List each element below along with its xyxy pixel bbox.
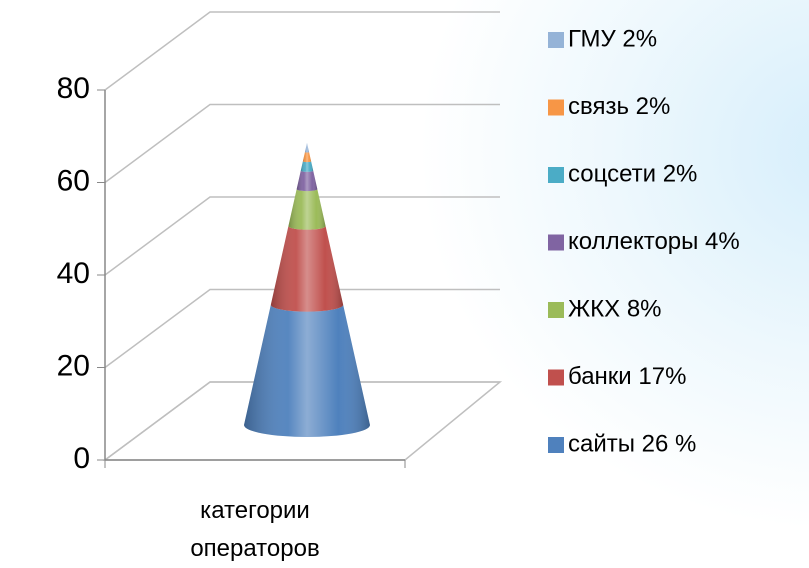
legend-swatch: [548, 32, 564, 48]
legend-label: банки 17%: [568, 363, 686, 390]
y-tick-label: 20: [57, 349, 90, 382]
y-tick-label: 40: [57, 257, 90, 290]
legend-swatch: [548, 234, 564, 251]
cone-shade: [296, 170, 318, 192]
x-tick-label: категории операторов: [190, 497, 320, 562]
grid-line: [104, 11, 500, 91]
legend-label: связь 2%: [568, 93, 670, 120]
grid-line: [104, 288, 500, 369]
legend-label: соцсети 2%: [568, 160, 697, 187]
cone-shade: [302, 152, 312, 163]
y-tick-label: 80: [57, 72, 90, 105]
cone-shade: [300, 161, 314, 172]
legend-label: сайты 26 %: [568, 430, 696, 457]
grid-line: [104, 381, 500, 461]
legend-swatch: [548, 99, 564, 116]
cone-shade: [244, 304, 370, 437]
legend-label: коллекторы 4%: [568, 228, 740, 255]
legend-swatch: [548, 302, 564, 318]
cone-shade: [304, 142, 310, 153]
cone-shade: [288, 189, 326, 230]
legend-label: ГМУ 2%: [568, 25, 657, 52]
legend-swatch: [548, 369, 564, 386]
legend-label: ЖКХ 8%: [568, 295, 662, 322]
y-tick-label: 0: [73, 442, 90, 475]
grid-line: [104, 103, 500, 184]
cone-shade: [270, 226, 344, 312]
grid-line: [104, 196, 500, 276]
legend-swatch: [548, 167, 564, 183]
y-tick-label: 60: [57, 164, 90, 197]
legend-swatch: [548, 437, 564, 453]
